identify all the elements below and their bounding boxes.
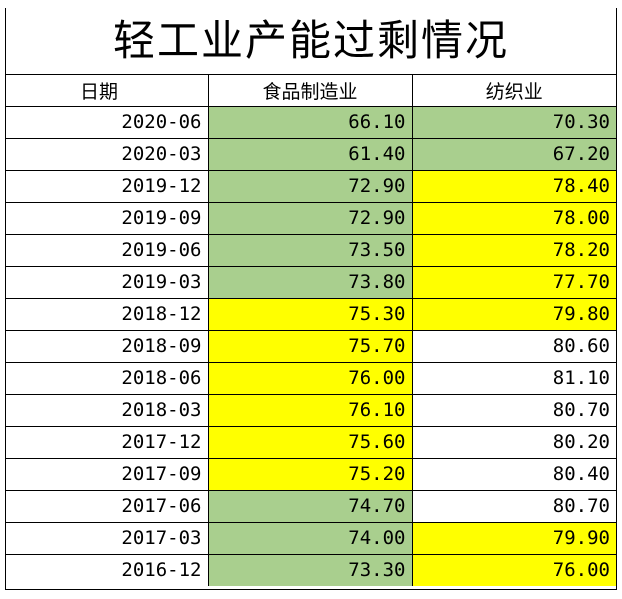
cell-date[interactable]: 2017-09 [6, 457, 209, 491]
cell-textile[interactable]: 77.70 [411, 265, 616, 299]
table-row: 2020-03 61.40 67.20 [6, 137, 616, 171]
sheet-title: 轻工业产能过剩情况 [6, 8, 616, 75]
cell-date[interactable]: 2017-12 [6, 425, 209, 459]
cell-textile[interactable]: 78.40 [411, 169, 616, 203]
cell-date[interactable]: 2018-03 [6, 393, 209, 427]
table-row: 2016-12 73.30 76.00 [6, 553, 616, 586]
cell-food-manufacturing[interactable]: 66.10 [207, 105, 413, 139]
cell-textile[interactable]: 81.10 [411, 361, 616, 395]
table-row: 2020-06 66.10 70.30 [6, 105, 616, 139]
header-textile[interactable]: 纺织业 [411, 75, 616, 107]
cell-textile[interactable]: 78.20 [411, 233, 616, 267]
cell-date[interactable]: 2018-09 [6, 329, 209, 363]
cell-food-manufacturing[interactable]: 76.10 [207, 393, 413, 427]
cell-food-manufacturing[interactable]: 74.70 [207, 489, 413, 523]
cell-date[interactable]: 2017-06 [6, 489, 209, 523]
cell-food-manufacturing[interactable]: 75.30 [207, 297, 413, 331]
header-food-manufacturing[interactable]: 食品制造业 [207, 75, 413, 107]
table-row: 2017-03 74.00 79.90 [6, 521, 616, 555]
table-row: 2019-09 72.90 78.00 [6, 201, 616, 235]
cell-date[interactable]: 2018-12 [6, 297, 209, 331]
cell-textile[interactable]: 80.60 [411, 329, 616, 363]
cell-date[interactable]: 2018-06 [6, 361, 209, 395]
cell-textile[interactable]: 80.70 [411, 489, 616, 523]
header-row: 日期 食品制造业 纺织业 [6, 75, 616, 107]
cell-food-manufacturing[interactable]: 76.00 [207, 361, 413, 395]
cell-textile[interactable]: 76.00 [411, 553, 616, 586]
table-row: 2019-06 73.50 78.20 [6, 233, 616, 267]
cell-food-manufacturing[interactable]: 75.60 [207, 425, 413, 459]
cell-date[interactable]: 2019-09 [6, 201, 209, 235]
cell-textile[interactable]: 80.20 [411, 425, 616, 459]
cell-textile[interactable]: 70.30 [411, 105, 616, 139]
table-row: 2018-09 75.70 80.60 [6, 329, 616, 363]
cell-date[interactable]: 2020-03 [6, 137, 209, 171]
cell-food-manufacturing[interactable]: 73.80 [207, 265, 413, 299]
table-row: 2017-06 74.70 80.70 [6, 489, 616, 523]
table-row: 2018-03 76.10 80.70 [6, 393, 616, 427]
cell-date[interactable]: 2020-06 [6, 105, 209, 139]
cell-food-manufacturing[interactable]: 61.40 [207, 137, 413, 171]
cell-textile[interactable]: 79.90 [411, 521, 616, 555]
cell-food-manufacturing[interactable]: 72.90 [207, 169, 413, 203]
data-table: 日期 食品制造业 纺织业 2020-06 66.10 70.30 2020-03 61.… [6, 75, 616, 586]
cell-food-manufacturing[interactable]: 72.90 [207, 201, 413, 235]
cell-textile[interactable]: 67.20 [411, 137, 616, 171]
cell-date[interactable]: 2019-06 [6, 233, 209, 267]
cell-textile[interactable]: 78.00 [411, 201, 616, 235]
table-row: 2017-09 75.20 80.40 [6, 457, 616, 491]
cell-textile[interactable]: 80.70 [411, 393, 616, 427]
table-row: 2019-03 73.80 77.70 [6, 265, 616, 299]
spreadsheet: 轻工业产能过剩情况 日期 食品制造业 纺织业 2020-06 66.10 70.30… [5, 8, 617, 590]
cell-food-manufacturing[interactable]: 75.70 [207, 329, 413, 363]
header-date[interactable]: 日期 [6, 75, 209, 107]
cell-date[interactable]: 2019-03 [6, 265, 209, 299]
table-row: 2018-06 76.00 81.10 [6, 361, 616, 395]
cell-date[interactable]: 2019-12 [6, 169, 209, 203]
table-row: 2018-12 75.30 79.80 [6, 297, 616, 331]
cell-food-manufacturing[interactable]: 73.50 [207, 233, 413, 267]
cell-date[interactable]: 2016-12 [6, 553, 209, 586]
cell-food-manufacturing[interactable]: 73.30 [207, 553, 413, 586]
table-row: 2017-12 75.60 80.20 [6, 425, 616, 459]
cell-food-manufacturing[interactable]: 75.20 [207, 457, 413, 491]
cell-date[interactable]: 2017-03 [6, 521, 209, 555]
cell-food-manufacturing[interactable]: 74.00 [207, 521, 413, 555]
cell-textile[interactable]: 79.80 [411, 297, 616, 331]
cell-textile[interactable]: 80.40 [411, 457, 616, 491]
table-row: 2019-12 72.90 78.40 [6, 169, 616, 203]
